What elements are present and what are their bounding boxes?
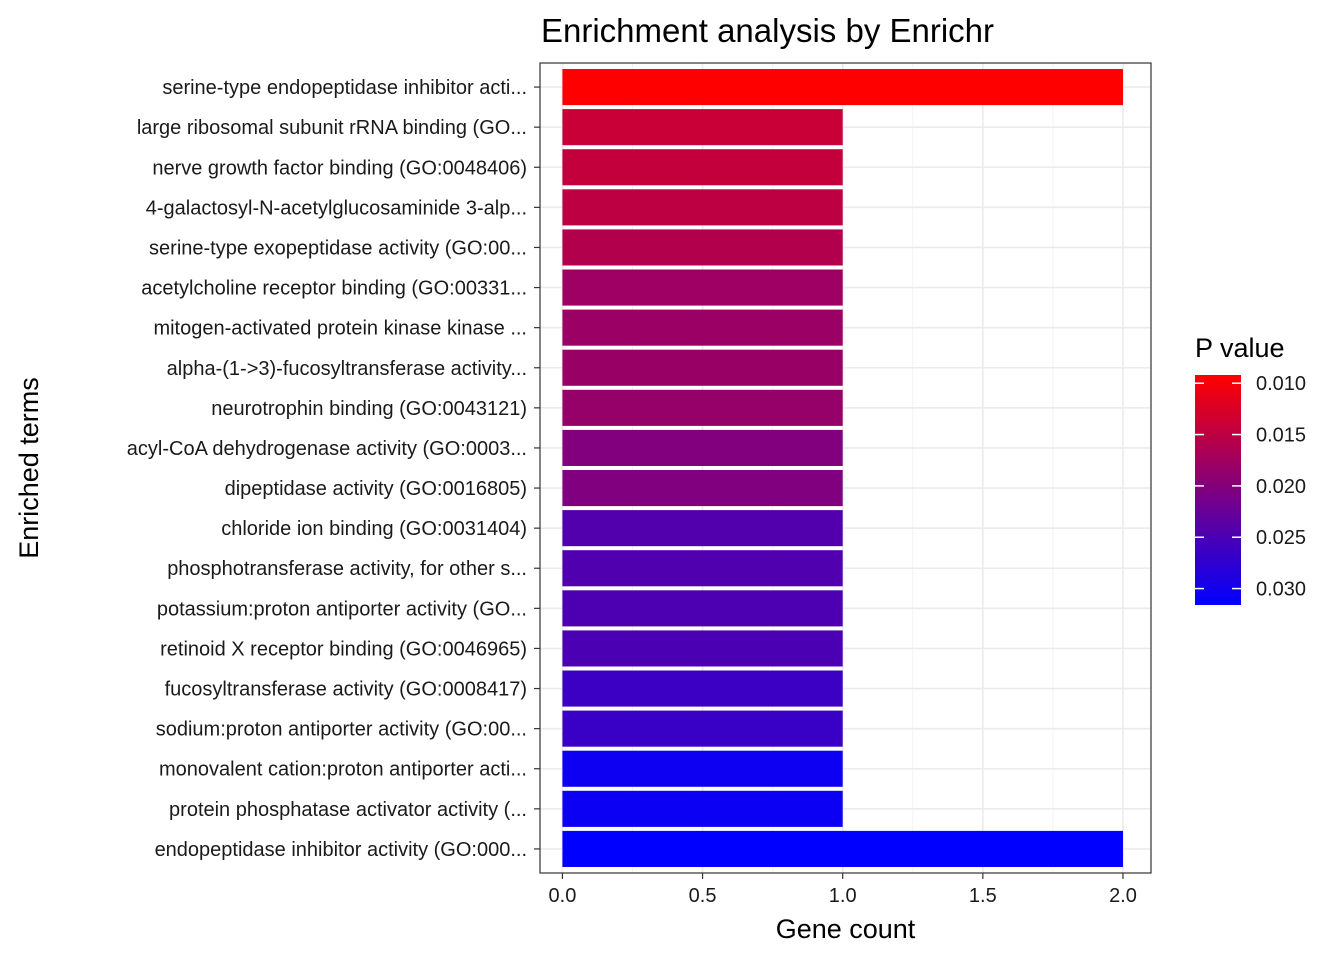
x-tick-label: 0.5 <box>689 885 717 907</box>
y-tick-label: monovalent cation:proton antiporter acti… <box>159 759 527 781</box>
y-tick-label: acyl-CoA dehydrogenase activity (GO:0003… <box>127 438 527 460</box>
y-tick-label: potassium:proton antiporter activity (GO… <box>157 598 527 620</box>
y-tick-label: retinoid X receptor binding (GO:0046965) <box>160 638 527 660</box>
legend-tick-label: 0.020 <box>1256 476 1306 498</box>
bar <box>562 630 843 667</box>
legend-tick-label: 0.015 <box>1256 425 1306 447</box>
bar <box>562 550 843 587</box>
y-tick-label: alpha-(1->3)-fucosyltransferase activity… <box>167 358 527 380</box>
bar <box>562 349 843 386</box>
y-tick-label: acetylcholine receptor binding (GO:00331… <box>141 278 527 300</box>
legend-ticks: 0.010 0.015 0.020 0.025 0.030 <box>1195 373 1306 601</box>
y-axis-label: Enriched terms <box>14 377 44 559</box>
bar <box>562 510 843 547</box>
legend-tick-label: 0.025 <box>1256 527 1306 549</box>
y-tick-label: chloride ion binding (GO:0031404) <box>221 518 527 540</box>
x-tick-label: 2.0 <box>1109 885 1137 907</box>
bar <box>562 149 843 186</box>
bar <box>562 830 1123 867</box>
x-axis: 0.0 0.5 1.0 1.5 2.0 <box>549 873 1137 907</box>
y-tick-label: 4-galactosyl-N-acetylglucosaminide 3-alp… <box>146 197 527 219</box>
bar <box>562 750 843 787</box>
bar <box>562 269 843 306</box>
plot-border <box>539 62 1152 874</box>
bar <box>562 309 843 346</box>
y-tick-label: neurotrophin binding (GO:0043121) <box>211 398 527 420</box>
bar <box>562 389 843 426</box>
bar <box>562 790 843 827</box>
chart-title: Enrichment analysis by Enrichr <box>541 12 994 49</box>
y-tick-label: sodium:proton antiporter activity (GO:00… <box>156 719 527 741</box>
bar <box>562 710 843 747</box>
legend: P value 0.010 0.015 0.020 0.025 0.030 <box>1195 333 1306 605</box>
y-tick-label: large ribosomal subunit rRNA binding (GO… <box>137 117 527 139</box>
bar <box>562 590 843 627</box>
legend-tick-label: 0.030 <box>1256 579 1306 601</box>
bar <box>562 189 843 226</box>
x-axis-label: Gene count <box>776 914 916 944</box>
y-tick-label: mitogen-activated protein kinase kinase … <box>153 318 527 340</box>
bars <box>562 69 1123 867</box>
legend-title: P value <box>1195 333 1285 363</box>
legend-tick-label: 0.010 <box>1256 373 1306 395</box>
x-tick-label: 0.0 <box>549 885 577 907</box>
y-axis: serine-type endopeptidase inhibitor acti… <box>127 77 540 861</box>
bar <box>562 670 843 707</box>
y-tick-label: endopeptidase inhibitor activity (GO:000… <box>155 839 527 861</box>
bar <box>562 69 1123 106</box>
legend-colorbar <box>1195 375 1241 605</box>
bar <box>562 229 843 266</box>
y-tick-label: nerve growth factor binding (GO:0048406) <box>152 157 527 179</box>
y-tick-label: serine-type exopeptidase activity (GO:00… <box>149 237 527 259</box>
bar <box>562 429 843 466</box>
x-tick-label: 1.0 <box>829 885 857 907</box>
bar <box>562 109 843 146</box>
y-tick-label: serine-type endopeptidase inhibitor acti… <box>162 77 527 99</box>
y-tick-label: fucosyltransferase activity (GO:0008417) <box>165 679 527 701</box>
x-tick-label: 1.5 <box>969 885 997 907</box>
bar <box>562 470 843 507</box>
y-tick-label: phosphotransferase activity, for other s… <box>167 558 527 580</box>
y-tick-label: protein phosphatase activator activity (… <box>169 799 527 821</box>
y-tick-label: dipeptidase activity (GO:0016805) <box>225 478 527 500</box>
